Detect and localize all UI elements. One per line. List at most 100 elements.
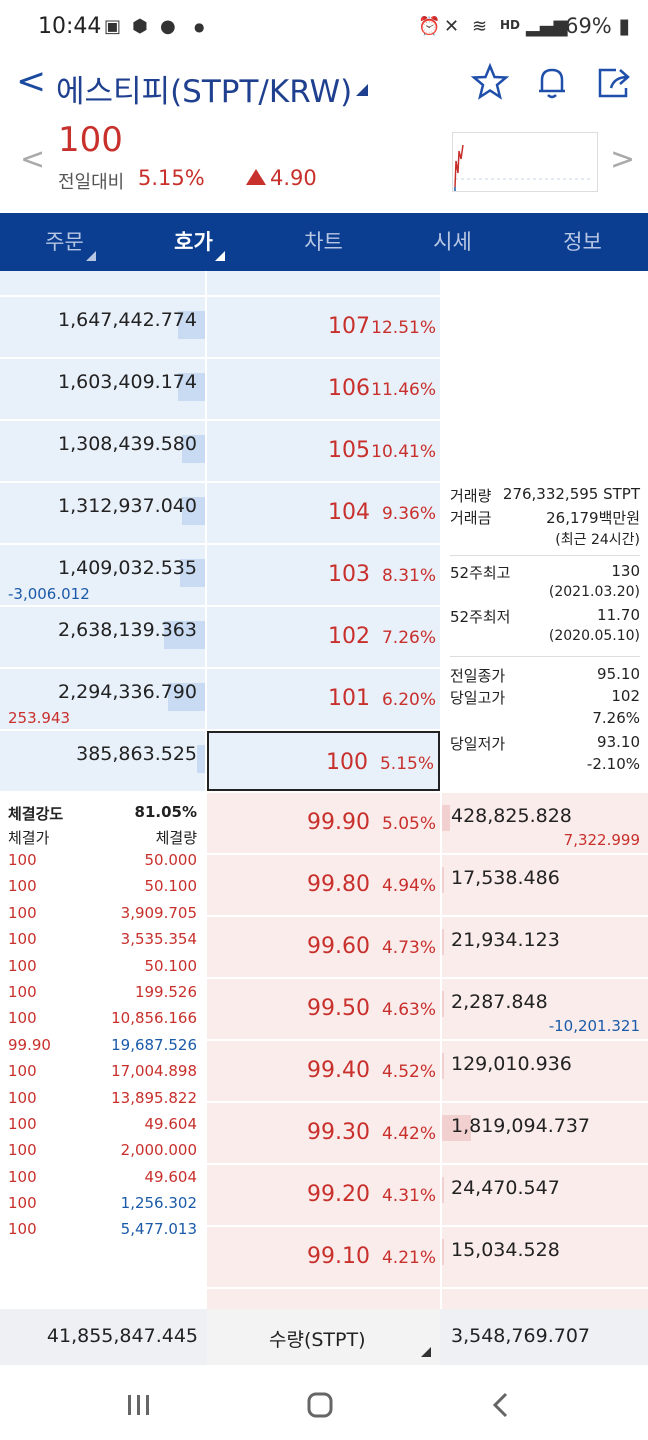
trade-price: 100 [8,1220,37,1239]
strength-label: 체결강도 [8,805,64,823]
ask-volume-cell[interactable]: 385,863.525 [0,731,205,791]
ask-price: 106 [328,376,370,401]
tab-info[interactable]: 정보 [563,230,602,254]
bid-volume-cell[interactable]: 2,287.848 -10,201.321 [442,979,648,1039]
bid-volume-cell[interactable]: 24,470.547 [442,1165,648,1225]
bid-total: 3,548,769.707 [451,1325,591,1347]
amount-value: 26,179백만원 [546,509,640,527]
ask-volume-cell[interactable]: 2,294,336.790 253.943 [0,669,205,729]
trade-qty: 19,687.526 [111,1035,197,1054]
bid-price-cell[interactable]: 99.20 4.31% [207,1165,440,1225]
trade-row: 100 5,477.013 [0,1218,205,1244]
bid-volume-cell[interactable]: 15,034.528 [442,1227,648,1287]
ask-price-cell[interactable]: 101 6.20% [207,669,440,729]
ask-volume: 1,312,937.040 [57,495,197,517]
ask-depth-bar [168,683,205,711]
up-triangle-icon [246,169,266,185]
unit-selector[interactable]: 수량(STPT) [207,1309,440,1365]
next-coin-button[interactable]: > [610,142,636,177]
tab-orderbook[interactable]: 호가 [129,213,258,271]
current-price: 100 [58,120,123,160]
day-high-value: 102 [611,687,640,705]
trade-price: 100 [8,1088,37,1107]
ask-price-cell[interactable]: 103 8.31% [207,545,440,605]
ask-price-cell[interactable]: 105 10.41% [207,421,440,481]
ask-price: 104 [328,500,370,525]
app-icon: ⬢ [132,16,148,37]
wifi-icon: ≋ [472,16,488,37]
tab-chart[interactable]: 차트 [304,230,343,254]
trade-qty: 49.604 [144,1114,198,1133]
bid-volume-cell[interactable]: 17,538.486 [442,855,648,915]
ask-price: 105 [328,438,370,463]
totals-bar: 41,855,847.445 수량(STPT) 3,548,769.707 [0,1309,648,1365]
home-icon[interactable] [306,1391,334,1419]
bid-volume-cell[interactable]: 21,934.123 [442,917,648,977]
trade-price: 100 [8,903,37,922]
mini-chart[interactable] [452,132,598,192]
trade-qty: 3,909.705 [120,903,197,922]
bid-volume: 15,034.528 [451,1239,560,1261]
bid-price-cell[interactable]: 99.90 5.05% [207,793,440,853]
ask-volume-cell[interactable]: 1,312,937.040 [0,483,205,543]
prev-close-value: 95.10 [597,665,640,683]
ask-volume-cell[interactable]: 1,409,032.535 -3,006.012 [0,545,205,605]
unit-label: 수량(STPT) [269,1329,366,1351]
ask-volume-change: -3,006.012 [8,585,90,603]
bid-price-cell[interactable]: 99.10 4.21% [207,1227,440,1287]
day-low-value: 93.10 [597,733,640,751]
trade-row: 100 1,256.302 [0,1192,205,1218]
ask-percent: 8.31% [381,566,436,586]
gallery-icon: ▣ [104,16,122,37]
ask-price-cell[interactable]: 100 5.15% [207,731,440,791]
ask-volume-cell[interactable]: 2,638,139.363 [0,607,205,667]
ask-price-cell[interactable]: 107 12.51% [207,297,440,357]
bell-icon[interactable] [532,62,572,102]
bid-price-cell[interactable]: 99.60 4.73% [207,917,440,977]
recent-apps-icon[interactable] [126,1393,152,1417]
bid-percent: 4.21% [381,1248,436,1268]
bid-volume: 129,010.936 [451,1053,572,1075]
ask-price-cell[interactable]: 102 7.26% [207,607,440,667]
bid-volume-cell[interactable]: 129,010.936 [442,1041,648,1101]
ask-price: 103 [328,562,370,587]
tab-order[interactable]: 주문 [0,213,129,271]
trade-price: 100 [8,956,37,975]
title-dropdown-icon[interactable] [356,84,368,96]
bid-price-cell[interactable]: 99.30 4.42% [207,1103,440,1163]
day-high-label: 당일고가 [450,689,506,707]
bid-price-cell[interactable]: 99.80 4.94% [207,855,440,915]
trade-row: 100 13,895.822 [0,1087,205,1113]
bid-volume-change: -10,201.321 [548,1017,640,1035]
ask-price-cell[interactable]: 106 11.46% [207,359,440,419]
low52-date: (2020.05.10) [548,628,640,644]
ask-percent: 6.20% [381,690,436,710]
page-title[interactable]: 에스티피(STPT/KRW) [56,74,353,110]
share-icon[interactable] [594,62,634,102]
bid-volume: 21,934.123 [451,929,560,951]
bid-price-cell[interactable]: 99.40 4.52% [207,1041,440,1101]
bid-price: 99.80 [307,872,370,897]
ask-volume-cell[interactable]: 1,603,409.174 [0,359,205,419]
bid-depth-bar [442,1115,471,1141]
bid-volume-cell[interactable]: 1,819,094.737 [442,1103,648,1163]
ask-volume: 1,603,409.174 [57,371,197,393]
star-icon[interactable] [470,62,510,102]
trade-qty-header: 체결량 [155,829,197,847]
day-high-percent: 7.26% [592,709,640,727]
prev-coin-button[interactable]: < [20,142,46,177]
trade-price: 100 [8,851,37,869]
trade-row: 100 3,909.705 [0,902,205,928]
bid-price-cell[interactable]: 99.50 4.63% [207,979,440,1039]
ask-price-cell[interactable]: 104 9.36% [207,483,440,543]
bid-volume-cell[interactable]: 428,825.828 7,322.999 [442,793,648,853]
trade-price: 100 [8,982,37,1001]
ask-volume-cell[interactable]: 1,647,442.774 [0,297,205,357]
back-nav-icon[interactable] [490,1391,510,1419]
ask-depth-bar [178,311,205,339]
ask-volume-cell[interactable]: 1,308,439.580 [0,421,205,481]
tab-market[interactable]: 시세 [433,230,472,254]
bid-percent: 4.94% [381,876,436,896]
trade-qty: 3,535.354 [120,930,197,949]
back-button[interactable]: < [16,61,47,102]
